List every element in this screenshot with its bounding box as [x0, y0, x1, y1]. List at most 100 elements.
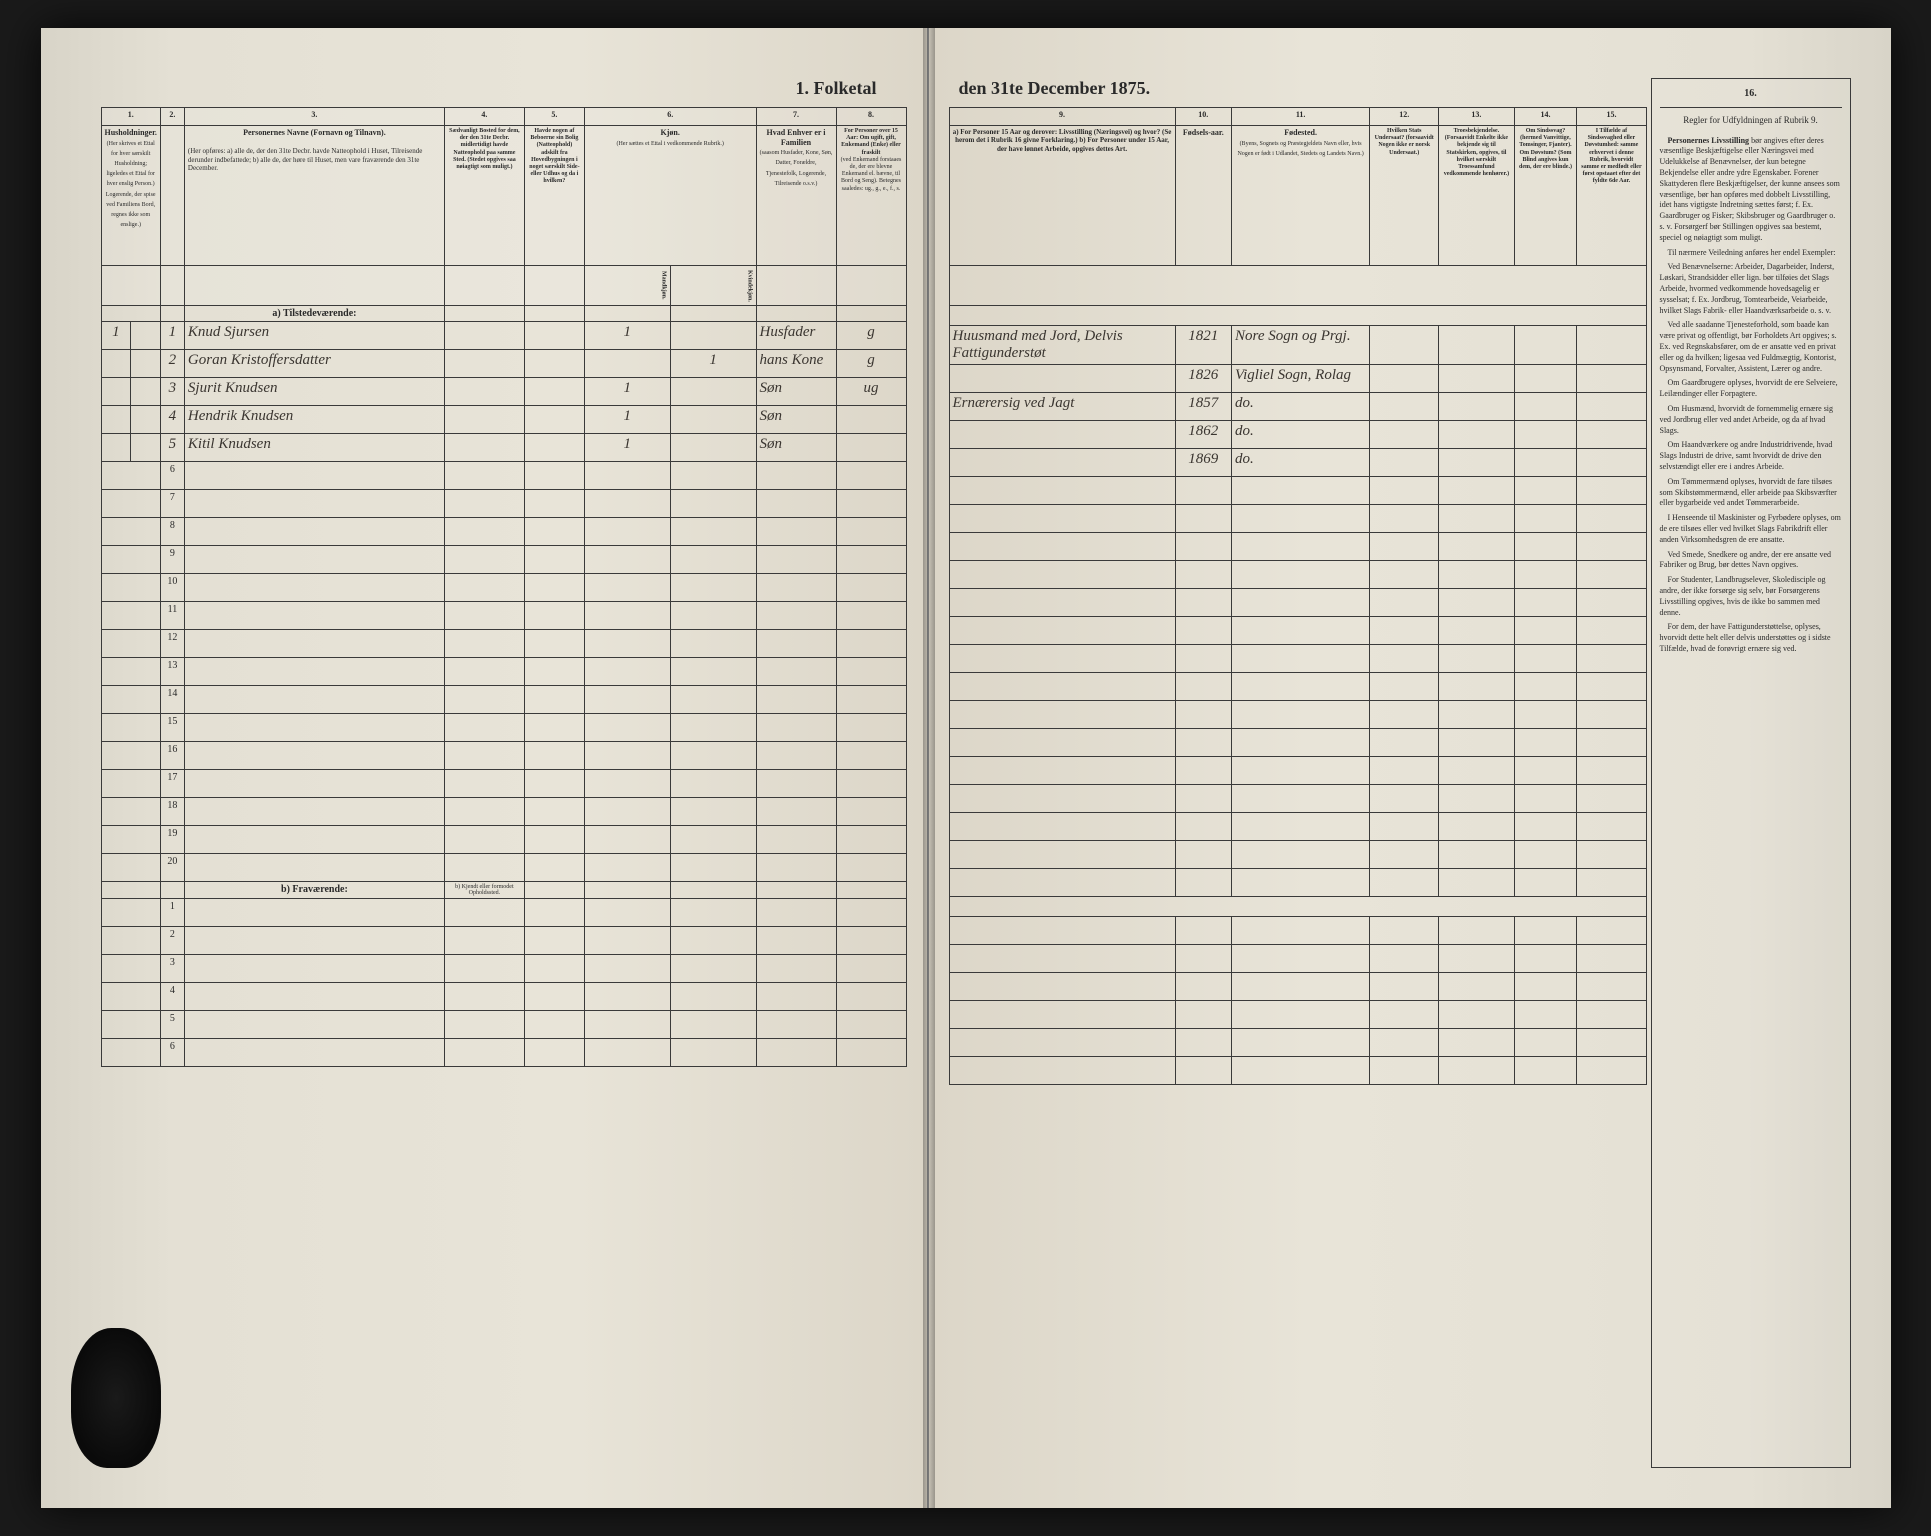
instructions-column: 16. Regler for Udfyldningen af Rubrik 9.…: [1651, 78, 1851, 1468]
table-row-empty: 2: [101, 927, 906, 955]
table-row-empty: 7: [101, 490, 906, 518]
table-row-empty: 8: [101, 518, 906, 546]
table-row-empty: 9: [101, 546, 906, 574]
table-row-empty: [949, 477, 1646, 505]
table-row: Huusmand med Jord, Delvis Fattigunderstø…: [949, 326, 1646, 365]
table-row: 2 Goran Kristoffersdatter 1 hans Kone g: [101, 350, 906, 378]
col-6-num: 6.: [584, 108, 756, 126]
table-row-empty: 5: [101, 1011, 906, 1039]
table-row-empty: 19: [101, 826, 906, 854]
table-row-empty: 6: [101, 1039, 906, 1067]
instr-p1: Personernes Livsstilling bør angives eft…: [1660, 136, 1842, 244]
table-row-empty: [949, 945, 1646, 973]
col-15-header: I Tilfælde af Sindssvaghed eller Døvstum…: [1577, 126, 1646, 266]
census-table-left: 1. 2. 3. 4. 5. 6. 7. 8. Husholdninger. (…: [101, 107, 907, 1067]
table-row-empty: [949, 813, 1646, 841]
table-row-empty: 10: [101, 574, 906, 602]
col-2-header: [160, 126, 184, 266]
table-row-empty: [949, 785, 1646, 813]
table-row-empty: 17: [101, 770, 906, 798]
table-row-empty: [949, 645, 1646, 673]
instr-p4: Ved alle saadanne Tjenesteforhold, som b…: [1660, 320, 1842, 374]
instructions-header: Regler for Udfyldningen af Rubrik 9.: [1660, 114, 1842, 126]
table-row-empty: [949, 1029, 1646, 1057]
instr-p2: Til nærmere Veiledning anføres her endel…: [1660, 248, 1842, 259]
col-14-num: 14.: [1514, 108, 1577, 126]
census-table-right: 9. 10. 11. 12. 13. 14. 15. a) For Person…: [949, 107, 1647, 1085]
table-row-empty: [949, 701, 1646, 729]
section-b-col4: b) Kjendt eller formodet Opholdssted.: [444, 882, 524, 899]
table-row-empty: 20: [101, 854, 906, 882]
table-row-empty: [949, 1001, 1646, 1029]
table-row-empty: 13: [101, 658, 906, 686]
table-row-empty: [949, 561, 1646, 589]
table-row-empty: 6: [101, 462, 906, 490]
col-7-num: 7.: [756, 108, 836, 126]
col-1-num: 1.: [101, 108, 160, 126]
table-row-empty: [949, 757, 1646, 785]
section-a-label: a) Tilstedeværende:: [184, 306, 444, 322]
table-row-empty: [949, 841, 1646, 869]
col-15-num: 15.: [1577, 108, 1646, 126]
thumb-shadow: [71, 1328, 161, 1468]
col-16-num: 16.: [1660, 87, 1842, 108]
table-row-empty: [949, 729, 1646, 757]
table-row-empty: [949, 673, 1646, 701]
col-6-header: Kjøn. (Her sættes et Ettal i vedkommende…: [584, 126, 756, 266]
col-3-header: Personernes Navne (Fornavn og Tilnavn). …: [184, 126, 444, 266]
table-row-empty: [949, 917, 1646, 945]
book-spine: [923, 28, 935, 1508]
table-row-empty: 1: [101, 899, 906, 927]
col-11-header: Fødested. (Byens, Sognets og Præstegjeld…: [1232, 126, 1370, 266]
col-10-header: Fødsels-aar.: [1175, 126, 1232, 266]
table-row: Ernærersig ved Jagt 1857 do.: [949, 393, 1646, 421]
col-3-num: 3.: [184, 108, 444, 126]
col-5-header: Havde nogen af Beboerne sin Bolig (Natte…: [524, 126, 584, 266]
col-12-num: 12.: [1370, 108, 1439, 126]
col-8-header: For Personer over 15 Aar: Om ugift, gift…: [836, 126, 906, 266]
table-row-empty: [949, 533, 1646, 561]
table-row: 1869 do.: [949, 449, 1646, 477]
table-row-empty: 15: [101, 714, 906, 742]
instr-p7: Om Haandværkere og andre Industridrivend…: [1660, 440, 1842, 472]
left-page: 1. Folketal 1. 2. 3. 4. 5. 6. 7. 8. Hush…: [41, 28, 929, 1508]
col-11-num: 11.: [1232, 108, 1370, 126]
section-b-label: b) Fraværende:: [184, 882, 444, 899]
table-row-empty: 12: [101, 630, 906, 658]
instr-p6: Om Husmænd, hvorvidt de fornemmelig ernæ…: [1660, 404, 1842, 436]
instr-p9: I Henseende til Maskinister og Fyrbødere…: [1660, 513, 1842, 545]
page-title-right: den 31te December 1875.: [949, 78, 1647, 99]
table-row-empty: [949, 973, 1646, 1001]
instr-p10: Ved Smede, Snedkere og andre, der ere an…: [1660, 550, 1842, 572]
instr-p5: Om Gaardbrugere oplyses, hvorvidt de ere…: [1660, 378, 1842, 400]
page-title-left: 1. Folketal: [101, 78, 907, 99]
col-13-header: Troesbekjendelse. (Forsaavidt Enkelte ik…: [1439, 126, 1514, 266]
right-page: den 31te December 1875. 9. 10. 11. 12. 1…: [929, 28, 1891, 1508]
col-6b: Kvindekjøn.: [670, 266, 756, 306]
col-8-num: 8.: [836, 108, 906, 126]
table-row-empty: [949, 1057, 1646, 1085]
col-9-header: a) For Personer 15 Aar og derover: Livss…: [949, 126, 1175, 266]
instr-p12: For dem, der have Fattigunderstøttelse, …: [1660, 622, 1842, 654]
col-6a: Mandkjøn.: [584, 266, 670, 306]
table-row: 4 Hendrik Knudsen 1 Søn: [101, 406, 906, 434]
table-row-empty: 16: [101, 742, 906, 770]
table-row: 5 Kitil Knudsen 1 Søn: [101, 434, 906, 462]
col-4-header: Sædvanligt Bosted for dem, der den 31te …: [444, 126, 524, 266]
table-row-empty: 4: [101, 983, 906, 1011]
col-2-num: 2.: [160, 108, 184, 126]
col-7-header: Hvad Enhver er i Familien (saasom Husfad…: [756, 126, 836, 266]
table-row-empty: [949, 589, 1646, 617]
instr-p3: Ved Benævnelserne: Arbeider, Dagarbeider…: [1660, 262, 1842, 316]
col-12-header: Hvilken Stats Undersaat? (forsaavidt Nog…: [1370, 126, 1439, 266]
instr-p11: For Studenter, Landbrugselever, Skoledis…: [1660, 575, 1842, 618]
table-row-empty: 18: [101, 798, 906, 826]
table-row-empty: [949, 505, 1646, 533]
table-row: 1862 do.: [949, 421, 1646, 449]
census-book: 1. Folketal 1. 2. 3. 4. 5. 6. 7. 8. Hush…: [41, 28, 1891, 1508]
table-row-empty: [949, 869, 1646, 897]
table-row: 1826 Vigliel Sogn, Rolag: [949, 365, 1646, 393]
instr-p8: Om Tømmermænd oplyses, hvorvidt de fare …: [1660, 477, 1842, 509]
col-10-num: 10.: [1175, 108, 1232, 126]
col-5-num: 5.: [524, 108, 584, 126]
